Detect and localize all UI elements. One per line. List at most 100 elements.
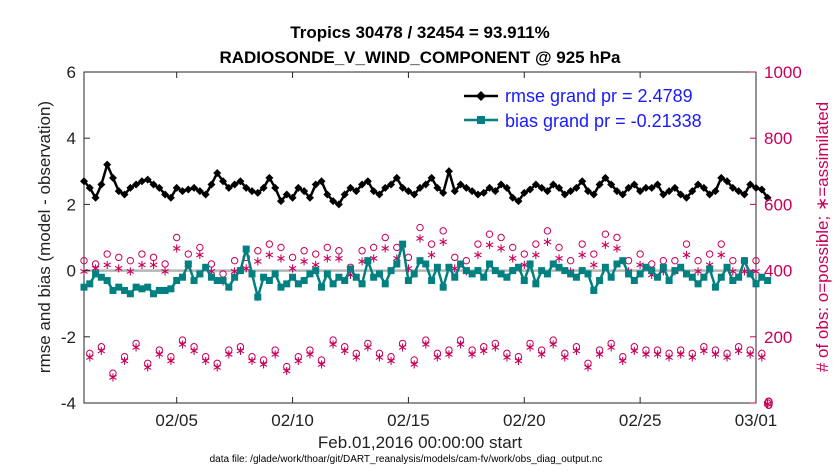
- obs-possible-point: [352, 349, 360, 358]
- obs-assimilated-point: ∗: [160, 264, 171, 279]
- obs-assimilated-point: ∗: [96, 343, 107, 358]
- obs-possible-point: [595, 346, 604, 354]
- obs-possible-point: [91, 260, 100, 268]
- bias-point: [248, 270, 256, 278]
- bias-point: [462, 267, 470, 275]
- bias-point: [236, 267, 244, 275]
- obs-possible-point: [676, 346, 685, 354]
- obs-assimilated-point: ∗: [206, 264, 217, 279]
- obs-possible-point: [503, 349, 511, 358]
- legend-rmse-label: rmse grand pr = 2.4789: [505, 86, 693, 106]
- obs-assimilated-point: ∗: [125, 264, 136, 279]
- bias-point: [584, 270, 592, 278]
- obs-possible-point: [323, 243, 332, 252]
- rmse-point: [653, 180, 662, 189]
- bias-point: [126, 290, 134, 298]
- x-tick-label: 02/25: [619, 411, 662, 430]
- obs-assimilated-point: ∗: [594, 346, 605, 361]
- obs-assimilated-point: ∗: [727, 264, 738, 279]
- obs-assimilated-point: ∗: [426, 247, 437, 262]
- obs-possible-point: [387, 352, 395, 361]
- obs-assimilated-point: ∗: [496, 240, 507, 255]
- rmse-point: [624, 183, 633, 192]
- bias-point: [665, 277, 673, 285]
- obs-possible-point: [109, 369, 117, 377]
- bias-point: [265, 277, 273, 285]
- bias-point: [468, 270, 476, 278]
- obs-possible-point: [317, 356, 326, 364]
- obs-possible-point: [312, 250, 320, 258]
- obs-possible-point: [671, 256, 679, 265]
- obs-possible-point: [572, 343, 581, 351]
- obs-assimilated-point: ∗: [333, 250, 344, 265]
- rmse-point: [508, 193, 517, 202]
- obs-assimilated-point: ∗: [374, 350, 385, 365]
- bias-point: [289, 273, 297, 281]
- rmse-point: [740, 190, 749, 199]
- obs-possible-point: [132, 339, 140, 348]
- bias-point: [294, 280, 302, 288]
- rmse-point: [190, 183, 199, 192]
- bias-point: [677, 263, 685, 271]
- bias-point: [682, 270, 690, 278]
- obs-possible-point: [86, 349, 94, 358]
- bias-point: [173, 277, 181, 285]
- obs-assimilated-point: ∗: [513, 353, 524, 368]
- rmse-point: [311, 180, 320, 189]
- rmse-point: [717, 173, 726, 182]
- obs-assimilated-point: ∗: [762, 396, 773, 411]
- bias-point: [393, 260, 401, 268]
- bias-point: [92, 270, 100, 278]
- obs-assimilated-point: ∗: [310, 257, 321, 272]
- rmse-point: [242, 183, 251, 192]
- obs-possible-point: [532, 240, 540, 248]
- obs-possible-point: [549, 336, 557, 344]
- obs-assimilated-point: ∗: [449, 260, 460, 275]
- rmse-point: [502, 183, 511, 192]
- obs-possible-point: [103, 250, 111, 258]
- obs-assimilated-point: ∗: [733, 343, 744, 358]
- obs-assimilated-point: ∗: [536, 346, 547, 361]
- obs-assimilated-point: ∗: [380, 240, 391, 255]
- obs-possible-point: [729, 256, 737, 265]
- obs-assimilated-point: ∗: [501, 350, 512, 365]
- obs-possible-point: [561, 349, 569, 358]
- bias-point: [717, 273, 725, 281]
- rmse-point: [584, 187, 592, 196]
- bias-point: [457, 260, 465, 268]
- bias-point: [474, 267, 482, 275]
- rmse-point: [636, 187, 645, 196]
- rmse-point: [676, 190, 685, 199]
- obs-assimilated-point: ∗: [189, 343, 200, 358]
- bias-point: [97, 273, 105, 281]
- obs-possible-point: [161, 260, 169, 268]
- bias-point: [219, 277, 227, 285]
- obs-assimilated-point: ∗: [455, 336, 466, 351]
- obs-assimilated-point: ∗: [420, 336, 431, 351]
- obs-possible-point: [126, 256, 135, 265]
- obs-assimilated-point: ∗: [415, 231, 426, 246]
- rmse-point: [433, 183, 442, 192]
- obs-assimilated-point: ∗: [247, 353, 258, 368]
- rmse-point: [126, 183, 135, 192]
- obs-assimilated-point: ∗: [710, 346, 721, 361]
- obs-assimilated-point: ∗: [542, 234, 553, 249]
- obs-assimilated-point: ∗: [357, 254, 368, 269]
- x-tick-label: 02/20: [503, 411, 546, 430]
- obs-possible-point: [665, 349, 673, 358]
- bias-point: [312, 267, 320, 275]
- bias-point: [601, 263, 609, 271]
- rmse-point: [149, 180, 158, 189]
- bias-point: [659, 263, 667, 271]
- rmse-point: [288, 193, 297, 202]
- rmse-point: [265, 173, 274, 182]
- bias-point: [422, 260, 430, 268]
- obs-possible-point: [526, 339, 534, 348]
- obs-assimilated-point: ∗: [235, 343, 246, 358]
- rmse-point: [201, 190, 210, 199]
- bias-point: [196, 270, 204, 278]
- obs-assimilated-point: ∗: [577, 247, 588, 262]
- bias-point: [625, 270, 633, 278]
- obs-assimilated-point: ∗: [351, 350, 362, 365]
- bias-point: [654, 273, 662, 281]
